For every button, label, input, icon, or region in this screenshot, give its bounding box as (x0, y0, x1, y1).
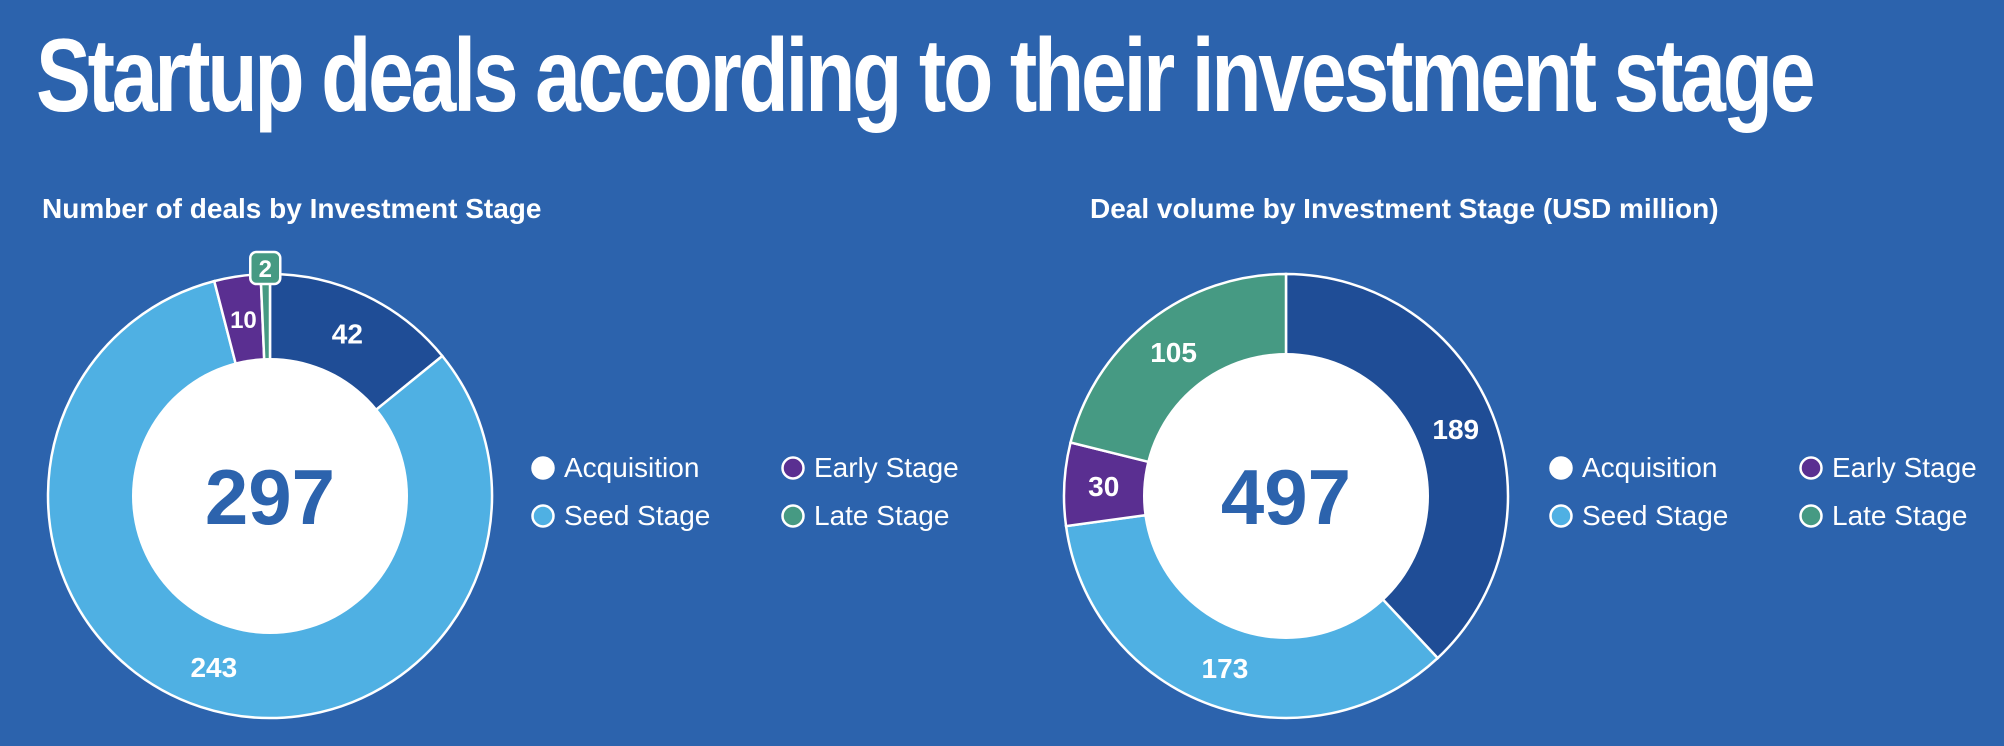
data-label-deal-volume-acquisition: 189 (1432, 414, 1479, 445)
legend-swatch-seed-stage (531, 504, 555, 528)
donut-hole-deals-count (132, 358, 408, 634)
legend-swatch-seed-stage (1549, 504, 1573, 528)
data-label-tag-deals-count-late-stage (249, 250, 282, 286)
legend-swatch-late-stage (781, 504, 805, 528)
data-label-deals-count-acquisition: 42 (332, 318, 363, 349)
legend-label: Acquisition (564, 452, 700, 483)
chart-title-deals-count: Number of deals by Investment Stage (42, 193, 542, 224)
center-total-deal-volume: 497 (1221, 453, 1351, 541)
legend-item-acquisition: Acquisition (530, 452, 780, 484)
legend-label: Late Stage (1832, 500, 1968, 531)
legend-item-late-stage: Late Stage (780, 500, 1030, 532)
page-title: Startup deals according to their investm… (36, 18, 1816, 134)
chart-title-deal-volume: Deal volume by Investment Stage (USD mil… (1090, 193, 1719, 224)
legend-item-early-stage: Early Stage (1798, 452, 2004, 484)
legend-swatch-acquisition (531, 456, 555, 480)
legend-label: Early Stage (1832, 452, 1977, 483)
legend-item-late-stage: Late Stage (1798, 500, 2004, 532)
data-label-deals-count-seed-stage: 243 (190, 652, 237, 683)
data-label-deal-volume-late-stage: 105 (1150, 337, 1197, 368)
data-label-deal-volume-seed-stage: 173 (1202, 653, 1249, 684)
data-label-deals-count-early-stage: 10 (230, 307, 257, 334)
legend-item-seed-stage: Seed Stage (530, 500, 780, 532)
legend-swatch-late-stage (1799, 504, 1823, 528)
legend-label: Seed Stage (564, 500, 711, 531)
data-label-deal-volume-early-stage: 30 (1088, 471, 1119, 502)
legend-label: Late Stage (814, 500, 950, 531)
legend-deals-count: Acquisition Early Stage Seed Stage Late Sta… (530, 452, 1030, 532)
legend-label: Early Stage (814, 452, 959, 483)
legend-swatch-early-stage (781, 456, 805, 480)
center-total-deals-count: 297 (205, 453, 335, 541)
legend-item-acquisition: Acquisition (1548, 452, 1798, 484)
legend-swatch-early-stage (1799, 456, 1823, 480)
data-label-deals-count-late-stage: 2 (259, 256, 272, 283)
legend-label: Acquisition (1582, 452, 1718, 483)
legend-deal-volume: Acquisition Early Stage Seed Stage Late Sta… (1548, 452, 2004, 532)
legend-label: Seed Stage (1582, 500, 1729, 531)
legend-swatch-acquisition (1549, 456, 1573, 480)
legend-item-early-stage: Early Stage (780, 452, 1030, 484)
donut-hole-deal-volume (1143, 353, 1429, 639)
legend-item-seed-stage: Seed Stage (1548, 500, 1798, 532)
